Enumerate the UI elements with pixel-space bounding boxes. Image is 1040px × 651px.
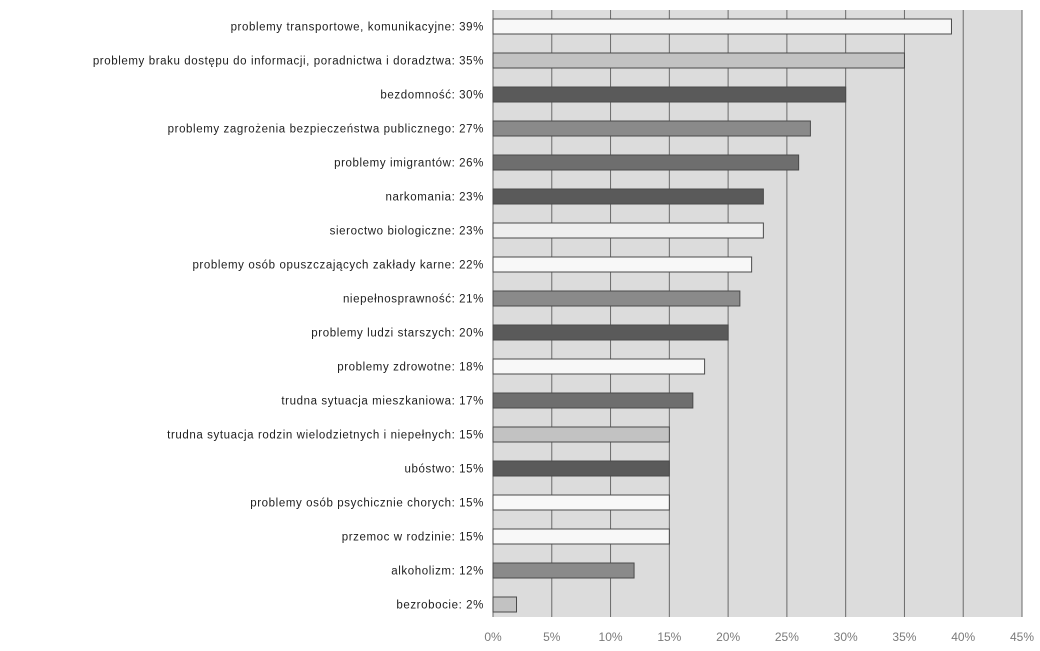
x-tick-label: 15% bbox=[657, 630, 681, 644]
category-label: problemy zdrowotne: 18% bbox=[337, 362, 484, 374]
bar bbox=[492, 188, 764, 205]
bar bbox=[492, 86, 847, 103]
x-tick-label: 5% bbox=[543, 630, 561, 644]
x-tick-label: 20% bbox=[716, 630, 740, 644]
bar bbox=[492, 562, 635, 579]
bar bbox=[492, 324, 729, 341]
category-label: niepełnosprawność: 21% bbox=[343, 294, 484, 306]
bar bbox=[492, 120, 811, 137]
category-label: bezrobocie: 2% bbox=[396, 600, 484, 612]
category-label: problemy ludzi starszych: 20% bbox=[311, 328, 484, 340]
x-tick-label: 45% bbox=[1010, 630, 1034, 644]
x-axis-tick-labels: 0% 5% 10% 15% 20% 25% 30% 35% 40% 45% bbox=[484, 630, 1034, 644]
x-tick-label: 25% bbox=[775, 630, 799, 644]
bar bbox=[492, 426, 670, 443]
bar bbox=[492, 494, 670, 511]
category-label: sieroctwo biologiczne: 23% bbox=[330, 226, 484, 238]
bar bbox=[492, 596, 518, 613]
bar bbox=[492, 392, 694, 409]
category-label: ubóstwo: 15% bbox=[405, 464, 484, 476]
category-label: problemy osób psychicznie chorych: 15% bbox=[250, 498, 484, 510]
bars bbox=[492, 18, 952, 613]
category-label: narkomania: 23% bbox=[386, 192, 485, 204]
x-tick-label: 30% bbox=[834, 630, 858, 644]
category-label: trudna sytuacja rodzin wielodzietnych i … bbox=[167, 430, 484, 442]
category-label: problemy osób opuszczających zakłady kar… bbox=[192, 260, 484, 272]
bar bbox=[492, 528, 670, 545]
bar bbox=[492, 256, 753, 273]
category-label: bezdomność: 30% bbox=[380, 90, 484, 102]
x-tick-label: 40% bbox=[951, 630, 975, 644]
bar bbox=[492, 154, 800, 171]
bar bbox=[492, 222, 764, 239]
category-labels: problemy transportowe, komunikacyjne: 39… bbox=[93, 22, 484, 612]
category-label: problemy transportowe, komunikacyjne: 39… bbox=[231, 22, 484, 34]
x-tick-label: 35% bbox=[892, 630, 916, 644]
bar bbox=[492, 18, 952, 35]
category-label: trudna sytuacja mieszkaniowa: 17% bbox=[281, 396, 484, 408]
x-tick-label: 0% bbox=[484, 630, 502, 644]
category-label: problemy braku dostępu do informacji, po… bbox=[93, 56, 484, 68]
bar bbox=[492, 290, 741, 307]
x-tick-label: 10% bbox=[599, 630, 623, 644]
plot-area bbox=[493, 10, 1022, 617]
category-label: alkoholizm: 12% bbox=[391, 566, 484, 578]
category-label: przemoc w rodzinie: 15% bbox=[342, 532, 484, 544]
bar bbox=[492, 52, 905, 69]
bar bbox=[492, 358, 706, 375]
bar bbox=[492, 460, 670, 477]
category-label: problemy imigrantów: 26% bbox=[334, 158, 484, 170]
category-label: problemy zagrożenia bezpieczeństwa publi… bbox=[168, 124, 484, 136]
gridlines bbox=[492, 10, 1023, 617]
